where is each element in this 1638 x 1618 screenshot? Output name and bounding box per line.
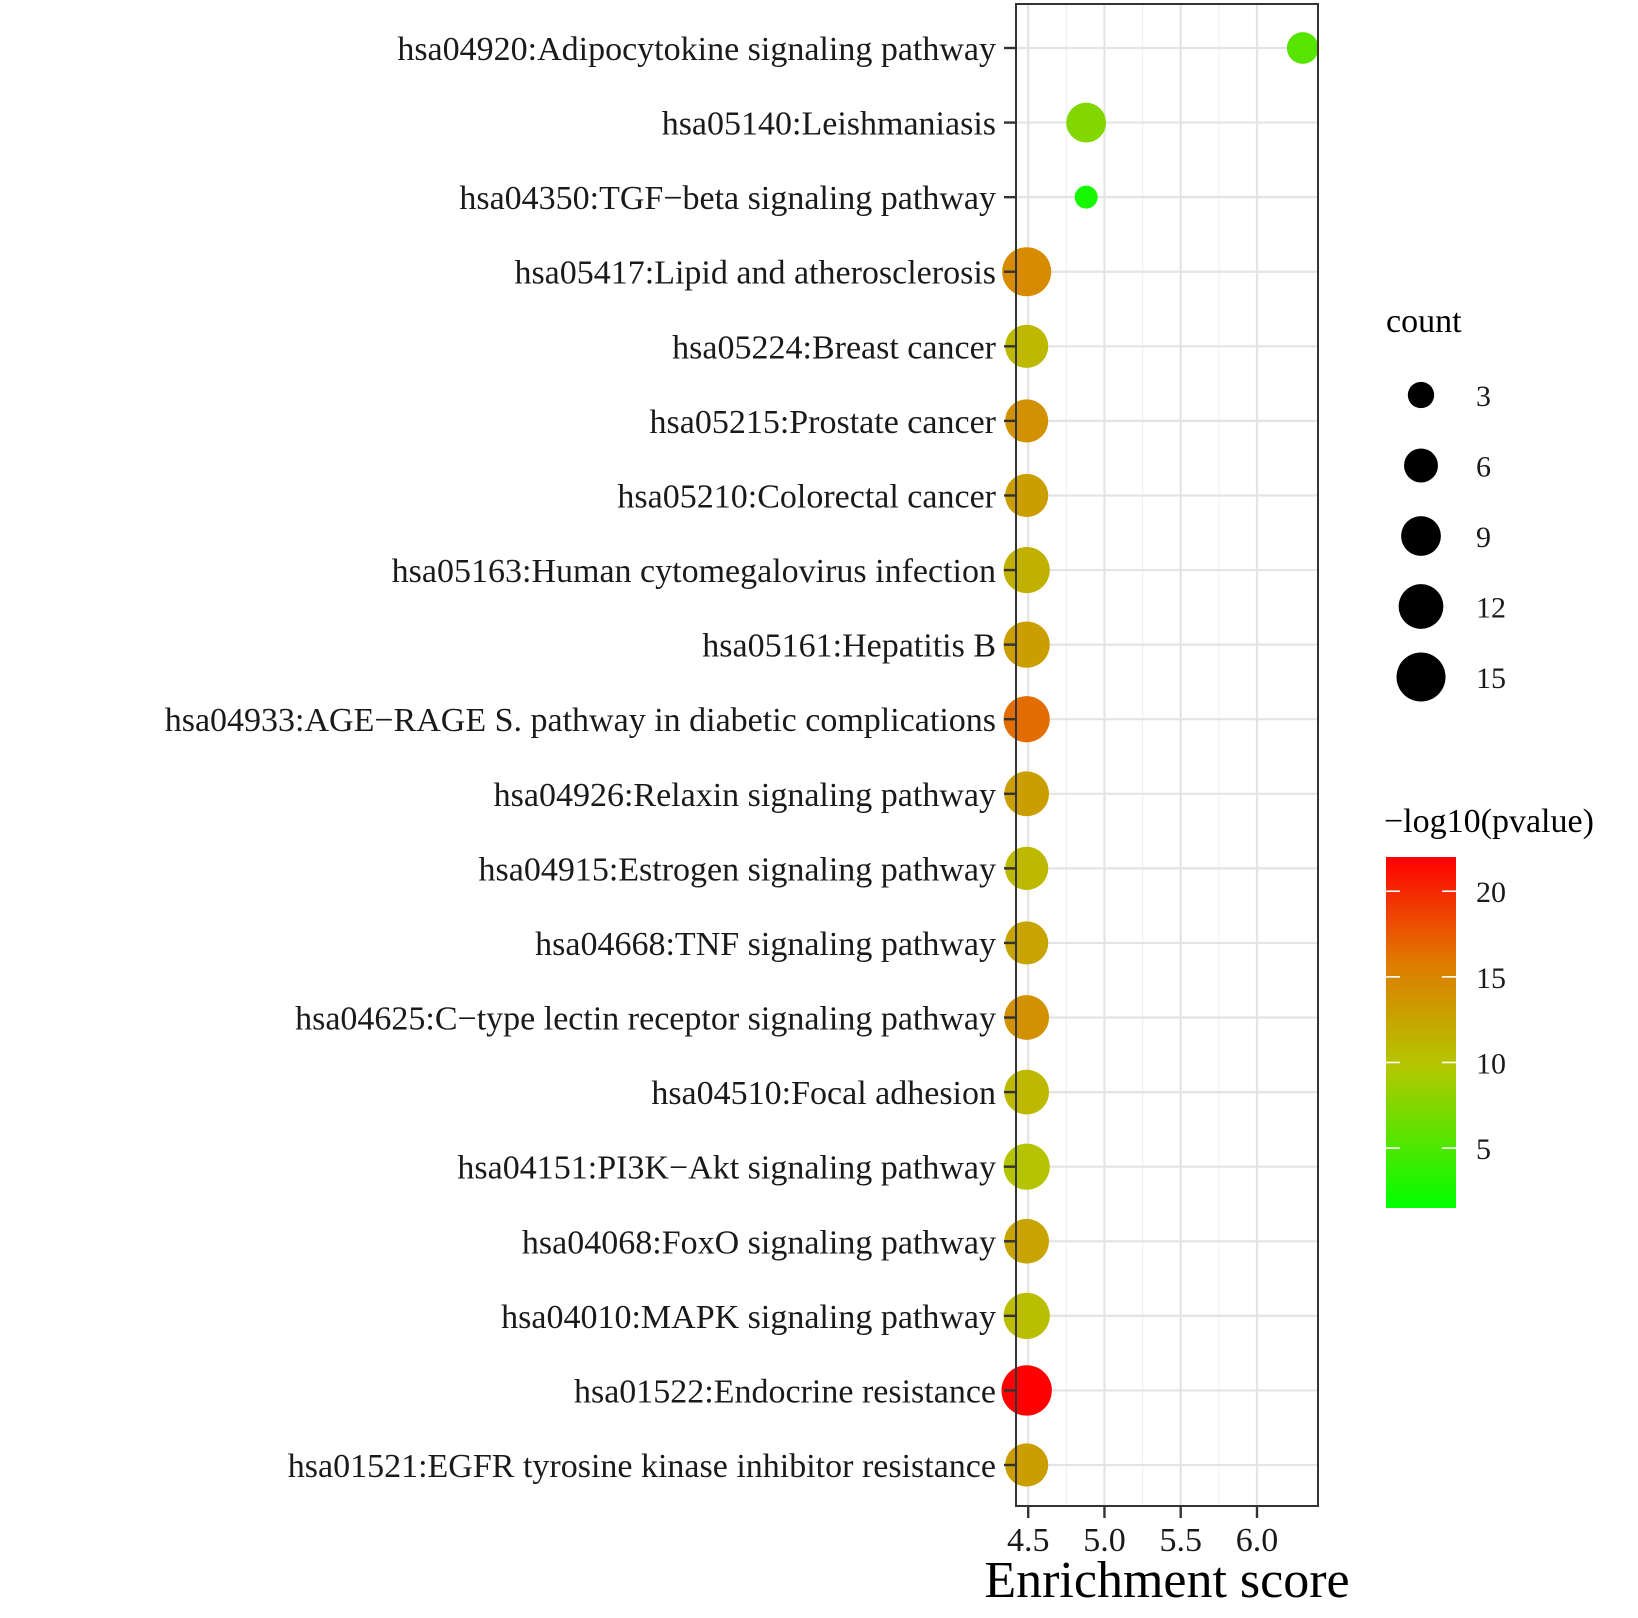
y-axis-term-label: hsa04010:MAPK signaling pathway xyxy=(501,1299,996,1336)
data-point xyxy=(1066,102,1107,143)
x-axis: 4.5 5.0 5.5 6.0 xyxy=(1007,1506,1278,1559)
y-axis-term-label: hsa04068:FoxO signaling pathway xyxy=(522,1224,996,1261)
y-axis-term-label: hsa05215:Prostate cancer xyxy=(650,404,997,441)
color-bar-ticks: 5 10 15 20 xyxy=(1386,876,1506,1166)
y-axis-term-label: hsa04350:TGF−beta signaling pathway xyxy=(459,180,996,217)
y-axis-term-label: hsa04510:Focal adhesion xyxy=(651,1075,996,1112)
size-legend-items: 3 6 9 12 15 xyxy=(1396,380,1506,702)
size-legend-label: 15 xyxy=(1476,662,1506,695)
size-legend-key xyxy=(1404,448,1438,483)
plot-panel-border xyxy=(1015,3,1319,1507)
y-axis-term-label: hsa04933:AGE−RAGE S. pathway in diabetic… xyxy=(165,702,996,739)
x-axis-tick-label: 4.5 xyxy=(1007,1522,1050,1559)
size-legend-title: count xyxy=(1386,303,1462,340)
y-axis-term-label: hsa01521:EGFR tyrosine kinase inhibitor … xyxy=(288,1448,996,1485)
color-bar xyxy=(1386,857,1456,1208)
data-point xyxy=(1001,1365,1052,1416)
y-axis-term-label: hsa05224:Breast cancer xyxy=(672,329,996,366)
size-legend-label: 3 xyxy=(1476,380,1491,413)
grid-lines xyxy=(1016,4,1318,1506)
size-legend-key xyxy=(1407,381,1435,409)
x-axis-tick-label: 5.5 xyxy=(1159,1522,1202,1559)
color-bar-label: 10 xyxy=(1476,1047,1506,1080)
y-axis-term-label: hsa04668:TNF signaling pathway xyxy=(535,926,996,963)
data-point xyxy=(1074,185,1098,209)
size-legend-key xyxy=(1396,652,1446,702)
y-axis-term-label: hsa04625:C−type lectin receptor signalin… xyxy=(295,1001,996,1038)
data-point xyxy=(1286,32,1319,64)
color-bar-label: 5 xyxy=(1476,1133,1491,1166)
y-axis-term-label: hsa05163:Human cytomegalovirus infection xyxy=(392,553,996,590)
y-axis-term-label: hsa05417:Lipid and atherosclerosis xyxy=(514,255,996,292)
color-legend-title: −log10(pvalue) xyxy=(1384,803,1594,840)
color-legend: −log10(pvalue) 5 10 15 20 xyxy=(1384,803,1594,1208)
x-axis-title: Enrichment score xyxy=(984,1552,1349,1609)
size-legend-key xyxy=(1398,584,1444,629)
size-legend-label: 6 xyxy=(1476,451,1491,484)
color-bar-label: 15 xyxy=(1476,962,1506,995)
size-legend-key xyxy=(1401,516,1441,556)
size-legend-label: 9 xyxy=(1476,521,1491,554)
y-axis-term-label: hsa01522:Endocrine resistance xyxy=(574,1373,996,1410)
y-axis-term-label: hsa04151:PI3K−Akt signaling pathway xyxy=(457,1150,996,1187)
y-axis-term-label: hsa04926:Relaxin signaling pathway xyxy=(494,777,996,814)
color-bar-label: 20 xyxy=(1476,876,1506,909)
y-axis-term-label: hsa05161:Hepatitis B xyxy=(702,628,996,665)
y-axis: hsa04920:Adipocytokine signaling pathway… xyxy=(165,31,1016,1485)
x-axis-tick-label: 6.0 xyxy=(1236,1522,1279,1559)
y-axis-term-label: hsa05210:Colorectal cancer xyxy=(617,478,996,515)
x-axis-tick-label: 5.0 xyxy=(1083,1522,1126,1559)
size-legend-label: 12 xyxy=(1476,592,1506,625)
size-legend: count 3 6 9 12 15 xyxy=(1386,303,1506,702)
y-axis-term-label: hsa04920:Adipocytokine signaling pathway xyxy=(397,31,996,68)
plot-panel-background xyxy=(1016,4,1318,1506)
data-point xyxy=(1002,247,1052,297)
y-axis-term-label: hsa04915:Estrogen signaling pathway xyxy=(479,851,996,888)
y-axis-term-label: hsa05140:Leishmaniasis xyxy=(662,106,996,143)
